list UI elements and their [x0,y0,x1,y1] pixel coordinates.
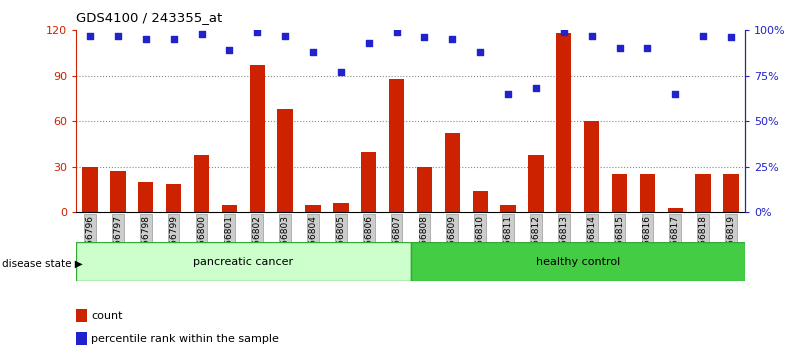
Bar [305,205,320,212]
Bar [222,205,237,212]
Text: percentile rank within the sample: percentile rank within the sample [91,335,280,344]
Bar [417,167,432,212]
Point [111,33,124,38]
Point [446,36,459,42]
Bar [194,155,209,212]
Bar [410,242,745,281]
Bar [138,182,154,212]
Bar [277,109,293,212]
Text: count: count [91,312,123,321]
Bar [76,332,87,345]
Point [195,31,208,36]
Point [557,29,570,35]
Bar [695,175,710,212]
Bar [389,79,405,212]
Point [613,45,626,51]
Point [83,33,96,38]
Bar [83,167,98,212]
Point [501,91,514,97]
Point [725,35,738,40]
Text: pancreatic cancer: pancreatic cancer [193,257,293,267]
Point [167,36,180,42]
Bar [667,208,683,212]
Bar [166,183,181,212]
Point [529,86,542,91]
Bar [473,191,488,212]
Bar [361,152,376,212]
Bar [76,309,87,322]
Bar [250,65,265,212]
Point [641,45,654,51]
Bar [584,121,599,212]
Text: healthy control: healthy control [536,257,620,267]
Point [223,47,235,53]
Bar [723,175,739,212]
Point [697,33,710,38]
Point [586,33,598,38]
Bar [445,133,460,212]
Point [279,33,292,38]
Point [335,69,348,75]
Point [307,49,320,55]
Text: disease state ▶: disease state ▶ [2,259,83,269]
Point [473,49,486,55]
Bar [612,175,627,212]
Point [362,40,375,46]
Point [251,29,264,35]
Bar [528,155,544,212]
Point [390,29,403,35]
Text: GDS4100 / 243355_at: GDS4100 / 243355_at [76,11,223,24]
Bar [640,175,655,212]
Bar [501,205,516,212]
Bar [111,171,126,212]
Bar [333,203,348,212]
Point [139,36,152,42]
Point [418,35,431,40]
Point [669,91,682,97]
Bar [76,242,410,281]
Bar [556,33,571,212]
